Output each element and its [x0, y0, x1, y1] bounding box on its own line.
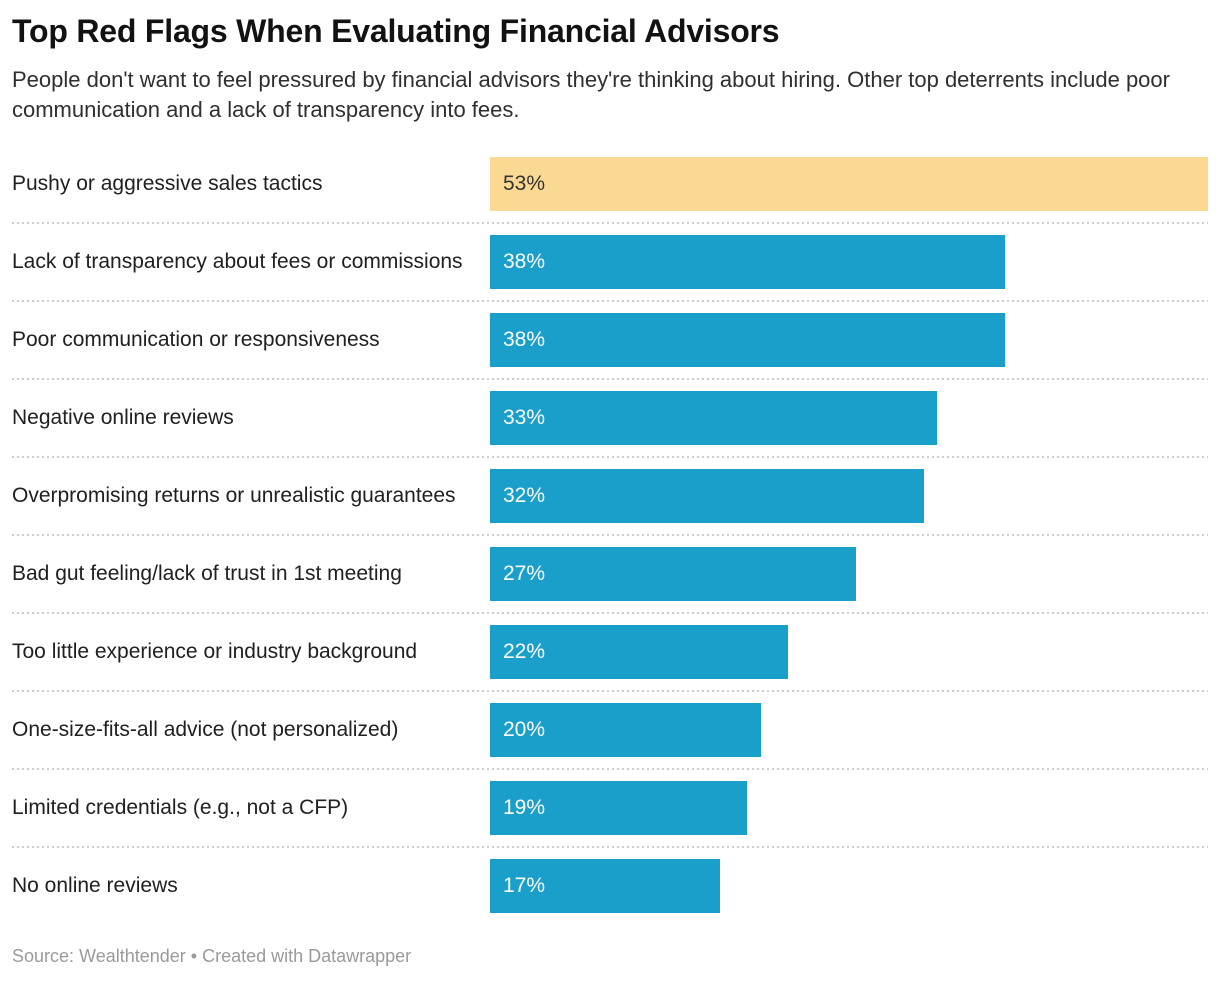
bar-row: Bad gut feeling/lack of trust in 1st mee… [12, 536, 1208, 612]
bar-value-label: 38% [503, 328, 546, 352]
bar-row: Limited credentials (e.g., not a CFP) 19… [12, 770, 1208, 846]
row-separator [12, 378, 1208, 381]
bar-track: 17% [490, 859, 1208, 914]
bar-row: Negative online reviews 33% [12, 380, 1208, 456]
bar-value-label: 27% [503, 562, 546, 586]
category-label: Too little experience or industry backgr… [12, 640, 418, 664]
chart-title: Top Red Flags When Evaluating Financial … [12, 13, 780, 49]
row-separator [12, 222, 1208, 225]
row-separator [12, 690, 1208, 693]
bar-track: 38% [490, 235, 1208, 290]
bar: 17% [490, 859, 721, 914]
bar-track: 33% [490, 391, 1208, 446]
bar: 22% [490, 625, 789, 680]
source-attribution: Source: Wealthtender • Created with Data… [12, 946, 412, 967]
bar: 20% [490, 703, 761, 758]
row-separator [12, 456, 1208, 459]
bar-track: 20% [490, 703, 1208, 758]
bar-row: Too little experience or industry backgr… [12, 614, 1208, 690]
bar-value-label: 20% [503, 718, 546, 742]
bar-track: 32% [490, 469, 1208, 524]
category-label: One-size-fits-all advice (not personaliz… [12, 718, 399, 742]
bar: 38% [490, 235, 1005, 290]
bar-value-label: 17% [503, 874, 546, 898]
row-separator [12, 846, 1208, 849]
bar: 27% [490, 547, 856, 602]
bar-track: 53% [490, 157, 1208, 212]
bar-track: 27% [490, 547, 1208, 602]
bar-value-label: 33% [503, 406, 546, 430]
row-separator [12, 768, 1208, 771]
bar: 19% [490, 781, 748, 836]
category-label: Poor communication or responsiveness [12, 328, 380, 352]
bar-value-label: 53% [503, 172, 546, 196]
chart-subtitle: People don't want to feel pressured by f… [12, 67, 1170, 123]
bar-row: Lack of transparency about fees or commi… [12, 224, 1208, 300]
bar-chart: Pushy or aggressive sales tactics 53% La… [12, 146, 1208, 924]
bar-row: Pushy or aggressive sales tactics 53% [12, 146, 1208, 222]
bar-track: 38% [490, 313, 1208, 368]
category-label: Overpromising returns or unrealistic gua… [12, 484, 456, 508]
row-separator [12, 612, 1208, 615]
bar-value-label: 22% [503, 640, 546, 664]
bar: 32% [490, 469, 924, 524]
bar-value-label: 38% [503, 250, 546, 274]
category-label: Limited credentials (e.g., not a CFP) [12, 796, 349, 820]
bar-track: 22% [490, 625, 1208, 680]
category-label: No online reviews [12, 874, 178, 898]
category-label: Negative online reviews [12, 406, 234, 430]
category-label: Pushy or aggressive sales tactics [12, 172, 323, 196]
category-label: Lack of transparency about fees or commi… [12, 250, 463, 274]
bar: 53% [490, 157, 1208, 212]
row-separator [12, 300, 1208, 303]
bar-value-label: 32% [503, 484, 546, 508]
bar-row: Poor communication or responsiveness 38% [12, 302, 1208, 378]
bar: 33% [490, 391, 938, 446]
bar-row: No online reviews 17% [12, 848, 1208, 924]
bar-track: 19% [490, 781, 1208, 836]
category-label: Bad gut feeling/lack of trust in 1st mee… [12, 562, 402, 586]
bar-row: One-size-fits-all advice (not personaliz… [12, 692, 1208, 768]
bar-row: Overpromising returns or unrealistic gua… [12, 458, 1208, 534]
row-separator [12, 534, 1208, 537]
bar: 38% [490, 313, 1005, 368]
bar-value-label: 19% [503, 796, 546, 820]
